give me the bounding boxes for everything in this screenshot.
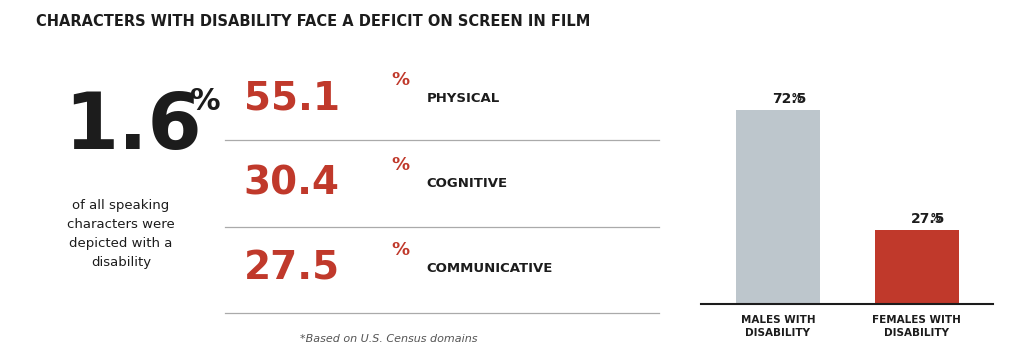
Text: of all speaking
characters were
depicted with a
disability: of all speaking characters were depicted… <box>67 199 175 269</box>
Text: 30.4: 30.4 <box>244 164 340 203</box>
Text: %: % <box>391 156 410 174</box>
Text: %: % <box>931 213 940 223</box>
Bar <box>736 110 819 304</box>
Bar <box>876 230 958 304</box>
Text: 27.5: 27.5 <box>244 249 340 287</box>
Text: 55.1: 55.1 <box>244 80 340 118</box>
Text: *Based on U.S. Census domains: *Based on U.S. Census domains <box>300 334 478 343</box>
Text: %: % <box>792 93 802 103</box>
Text: 1.6: 1.6 <box>65 89 202 165</box>
Text: %: % <box>391 72 410 89</box>
Text: COMMUNICATIVE: COMMUNICATIVE <box>426 262 553 275</box>
Text: CHARACTERS WITH DISABILITY FACE A DEFICIT ON SCREEN IN FILM: CHARACTERS WITH DISABILITY FACE A DEFICI… <box>36 14 590 29</box>
Text: 72.5: 72.5 <box>772 91 807 106</box>
Text: COGNITIVE: COGNITIVE <box>426 177 508 190</box>
Text: %: % <box>190 87 221 116</box>
Text: PHYSICAL: PHYSICAL <box>426 92 500 105</box>
Text: 27.5: 27.5 <box>911 212 945 226</box>
Text: %: % <box>391 241 410 259</box>
